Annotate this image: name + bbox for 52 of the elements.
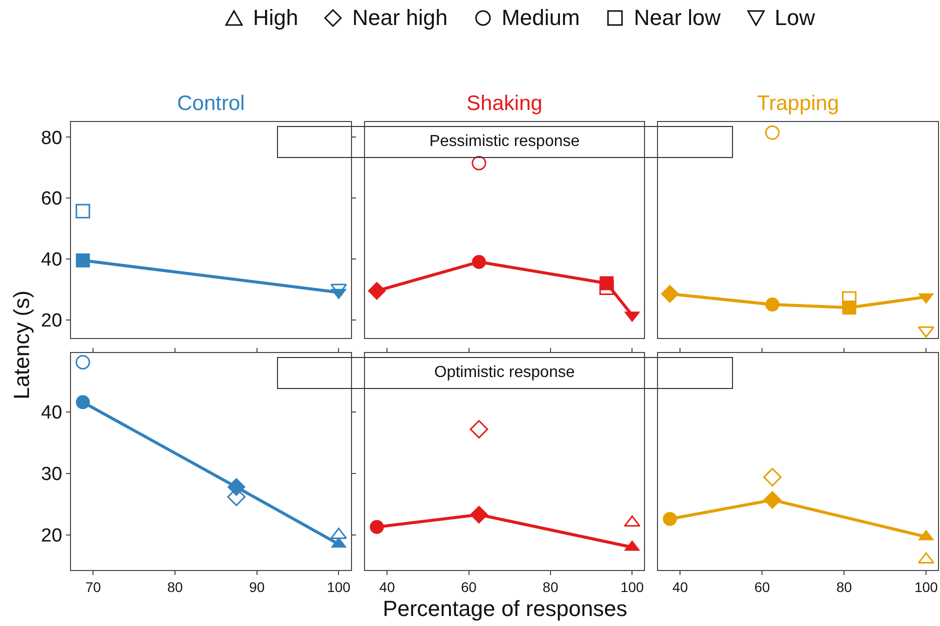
x-tick-label: 100: [620, 578, 644, 595]
point: [624, 515, 640, 527]
x-tick-label: 100: [914, 578, 938, 595]
y-tick-label: 20: [41, 310, 62, 332]
chart-title: Shaking: [466, 92, 542, 115]
chart-title: Control: [177, 92, 245, 115]
text: Low: [774, 5, 816, 31]
x-tick-label: 70: [85, 578, 102, 595]
y-tick-label: 40: [41, 402, 62, 424]
text: Near low: [634, 5, 721, 31]
point: [599, 280, 614, 296]
annotation: Pessimistic response: [276, 126, 732, 158]
x-tick-label: 60: [460, 578, 477, 595]
y-tick-label: 40: [41, 250, 62, 271]
x-tick-label: 80: [836, 578, 852, 595]
point: [76, 354, 90, 370]
point: [76, 395, 90, 410]
y-tick-label: 30: [41, 464, 62, 486]
x-tick-label: 80: [542, 578, 558, 595]
x-tick-label: 100: [327, 578, 351, 595]
y-axis-title: Latency (s): [9, 290, 35, 402]
text: Medium: [502, 5, 580, 31]
point: [763, 490, 782, 510]
point: [918, 326, 934, 338]
point: [763, 468, 782, 486]
annotation: Optimistic response: [276, 357, 732, 389]
y-tick-label: 20: [41, 526, 62, 547]
x-tick-label: 90: [249, 578, 265, 595]
x-axis-title: Percentage of responses: [382, 596, 628, 622]
text: Near high: [352, 5, 448, 31]
point: [660, 284, 679, 303]
chart-title: Trapping: [756, 92, 840, 115]
point: [472, 156, 486, 170]
point: [472, 254, 486, 269]
x-tick-label: 40: [379, 578, 396, 595]
text: High: [252, 5, 298, 31]
point: [470, 506, 488, 524]
point: [842, 291, 856, 306]
point: [76, 253, 90, 268]
point: [765, 298, 780, 312]
x-tick-label: 40: [672, 578, 688, 595]
point: [370, 520, 384, 534]
point: [368, 282, 386, 300]
x-tick-label: 60: [754, 578, 770, 595]
x-tick-label: 80: [167, 578, 183, 595]
y-tick-label: 60: [41, 188, 62, 210]
point: [918, 552, 934, 564]
point: [765, 125, 780, 140]
point: [470, 420, 488, 438]
point: [662, 512, 677, 526]
point: [76, 204, 90, 218]
y-tick-label: 80: [41, 128, 62, 149]
